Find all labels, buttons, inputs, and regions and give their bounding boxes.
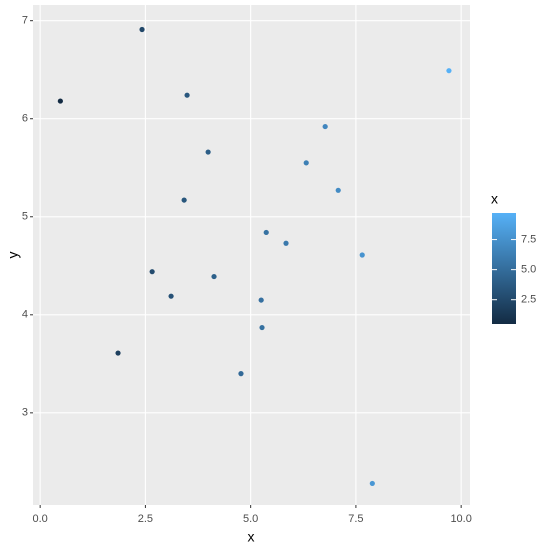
point	[184, 92, 190, 98]
y-tick-label: 5	[22, 211, 28, 223]
grid	[33, 5, 470, 505]
point	[238, 371, 244, 377]
y-tick-label: 7	[22, 15, 28, 27]
point	[57, 98, 63, 104]
point	[369, 480, 375, 487]
point	[115, 350, 121, 356]
point	[211, 273, 217, 280]
x-tick-label: 7.5	[348, 513, 363, 525]
x-tick-label: 0.0	[33, 513, 48, 525]
legend-label: 2.5	[521, 294, 536, 306]
point	[283, 240, 289, 246]
legend-title: x	[491, 191, 498, 207]
point	[263, 229, 269, 236]
point	[205, 149, 211, 155]
point	[139, 26, 145, 33]
x-tick-label: 10.0	[450, 513, 471, 525]
colorbar	[492, 213, 516, 324]
y-tick-label: 3	[22, 407, 28, 419]
point	[258, 297, 264, 303]
x-axis-title: x	[248, 529, 255, 545]
point	[335, 187, 341, 193]
x-tick-label: 5.0	[243, 513, 258, 525]
point	[259, 324, 265, 331]
x-tick-label: 2.5	[138, 513, 153, 525]
y-axis-title: y	[5, 252, 21, 259]
point	[181, 197, 187, 203]
legend-label: 5.0	[521, 264, 536, 276]
point	[322, 123, 328, 130]
y-tick-label: 4	[22, 309, 28, 321]
legend-label: 7.5	[521, 233, 536, 245]
point	[446, 68, 452, 74]
panel	[33, 5, 470, 505]
point	[168, 293, 174, 299]
y-tick-label: 6	[22, 113, 28, 125]
point	[303, 160, 309, 166]
point	[359, 252, 365, 258]
point	[149, 269, 155, 275]
